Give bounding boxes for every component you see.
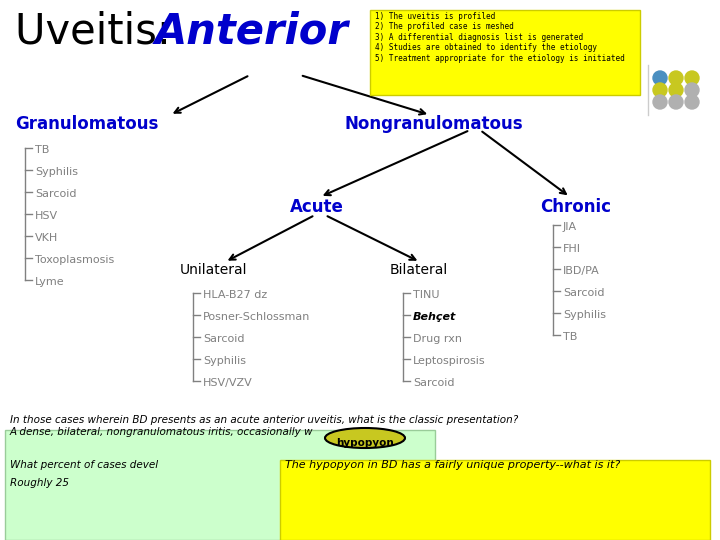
Text: Sarcoid: Sarcoid [563,288,605,298]
FancyBboxPatch shape [280,460,710,540]
Text: Unilateral: Unilateral [180,263,248,277]
Text: JIA: JIA [563,222,577,232]
Text: FHI: FHI [563,244,581,254]
Text: TINU: TINU [413,290,439,300]
Text: HLA-B27 dz: HLA-B27 dz [203,290,267,300]
Text: Acute: Acute [290,198,344,216]
Text: Sarcoid: Sarcoid [203,334,245,344]
Text: Anterior: Anterior [155,10,349,52]
Text: Drug rxn: Drug rxn [413,334,462,344]
Text: HSV/VZV: HSV/VZV [203,378,253,388]
Text: Syphilis: Syphilis [35,167,78,177]
Text: Toxoplasmosis: Toxoplasmosis [35,255,114,265]
Circle shape [669,83,683,97]
Text: HSV: HSV [35,211,58,221]
Text: Behçet: Behçet [413,312,456,322]
Circle shape [685,71,699,85]
Text: Sarcoid: Sarcoid [413,378,454,388]
Circle shape [669,95,683,109]
Text: TB: TB [35,145,50,155]
Circle shape [685,83,699,97]
Text: Granulomatous: Granulomatous [15,115,158,133]
Text: Chronic: Chronic [540,198,611,216]
Text: Syphilis: Syphilis [563,310,606,320]
Text: VKH: VKH [35,233,58,243]
Circle shape [653,95,667,109]
Text: Posner-Schlossman: Posner-Schlossman [203,312,310,322]
Text: What percent of cases devel: What percent of cases devel [10,460,158,470]
Text: The hypopyon in BD has a fairly unique property--what is it?: The hypopyon in BD has a fairly unique p… [285,460,620,470]
Text: 1) The uveitis is profiled
2) The profiled case is meshed
3) A differential diag: 1) The uveitis is profiled 2) The profil… [375,12,625,63]
Text: Uveitis:: Uveitis: [15,10,184,52]
Circle shape [669,71,683,85]
Text: hypopyon: hypopyon [336,438,394,448]
Text: Nongranulomatous: Nongranulomatous [345,115,523,133]
Circle shape [653,71,667,85]
Text: Bilateral: Bilateral [390,263,449,277]
Text: TB: TB [563,332,577,342]
Text: Lyme: Lyme [35,277,65,287]
Text: Roughly 25: Roughly 25 [10,478,69,488]
Circle shape [685,95,699,109]
FancyBboxPatch shape [5,430,435,540]
Text: IBD/PA: IBD/PA [563,266,600,276]
Text: Leptospirosis: Leptospirosis [413,356,485,366]
Ellipse shape [325,428,405,448]
Text: In those cases wherein BD presents as an acute anterior uveitis, what is the cla: In those cases wherein BD presents as an… [10,415,518,437]
FancyBboxPatch shape [370,10,640,95]
Text: Sarcoid: Sarcoid [35,189,76,199]
Circle shape [653,83,667,97]
Text: Syphilis: Syphilis [203,356,246,366]
